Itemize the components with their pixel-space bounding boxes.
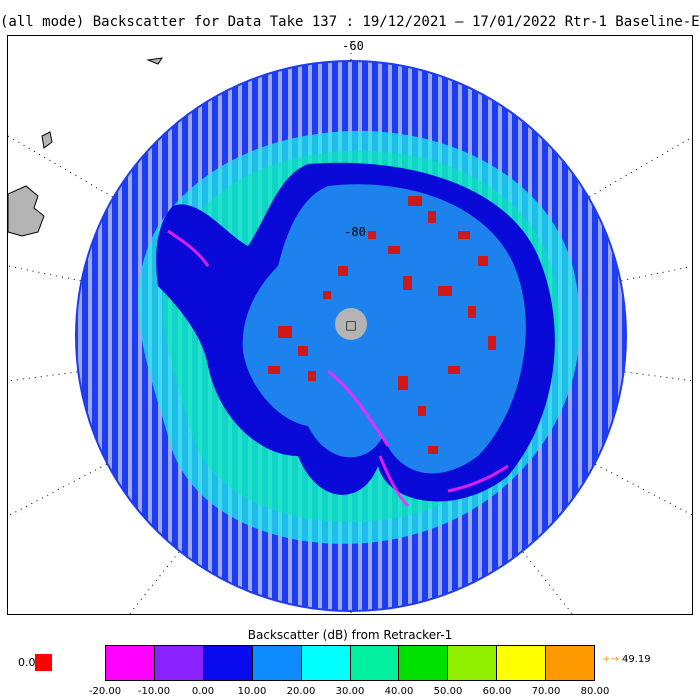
page-title: (all mode) Backscatter for Data Take 137… <box>0 14 700 30</box>
below-range-swatch <box>35 654 52 671</box>
colorbar-tick-label: 0.00 <box>191 686 215 697</box>
colorbar-segment <box>448 646 498 680</box>
land-island-2 <box>146 57 164 65</box>
land-south-america <box>8 185 45 237</box>
colorbar-segment <box>203 646 253 680</box>
colorbar-title: Backscatter (dB) from Retracker-1 <box>247 628 453 642</box>
colorbar-tick-label: 40.00 <box>384 686 414 697</box>
colorbar-tick-label: -10.00 <box>137 686 171 697</box>
colorbar-segment <box>497 646 547 680</box>
colorbar-segment <box>546 646 595 680</box>
colorbar-segment <box>399 646 449 680</box>
above-range-indicator: +→ 49.19 <box>602 654 651 665</box>
magenta-edges <box>167 229 509 508</box>
colorbar-tick-label: 20.00 <box>286 686 316 697</box>
polar-map: □ -60 -80 <box>7 35 693 615</box>
colorbar-tick-label: 80.00 <box>580 686 610 697</box>
colorbar-tick-label: -20.00 <box>88 686 122 697</box>
high-backscatter-patches <box>268 196 496 454</box>
below-range-label: 0.0 <box>18 656 36 669</box>
lat-label-80: -80 <box>344 225 366 239</box>
colorbar-tick-label: 30.00 <box>335 686 365 697</box>
interior-zone <box>242 184 526 474</box>
colorbar-tick-label: 60.00 <box>482 686 512 697</box>
colorbar-segment <box>252 646 302 680</box>
colorbar-segment <box>350 646 400 680</box>
colorbar-segment <box>301 646 351 680</box>
colorbar-tick-label: 70.00 <box>531 686 561 697</box>
colorbar-segment <box>106 646 155 680</box>
land-island <box>41 131 53 149</box>
colorbar-segment <box>154 646 204 680</box>
lat-label-60: -60 <box>342 39 364 53</box>
above-range-arrow: +→ <box>602 654 619 665</box>
pole-marker: □ <box>345 318 356 332</box>
colorbar-tick-label: 50.00 <box>433 686 463 697</box>
pole-hole <box>335 308 367 340</box>
polar-map-svg: □ -60 -80 <box>8 36 692 614</box>
colorbar-tick-label: 10.00 <box>237 686 267 697</box>
colorbar <box>105 645 595 681</box>
colorbar-ticks: -20.00 -10.00 0.00 10.00 20.00 30.00 40.00 50.0… <box>89 686 609 700</box>
above-range-value: 49.19 <box>621 654 651 665</box>
